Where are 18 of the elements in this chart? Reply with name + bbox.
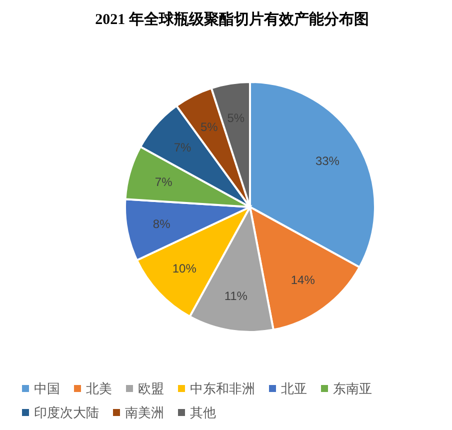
data-label: 11% (224, 288, 248, 303)
legend-label: 北美 (86, 381, 112, 396)
data-label: 14% (290, 272, 316, 287)
data-label: 7% (154, 174, 173, 189)
legend-label: 南美洲 (125, 405, 164, 420)
data-label: 8% (152, 216, 171, 231)
legend-label: 中东和非洲 (190, 381, 255, 396)
chart-title: 2021 年全球瓶级聚酯切片有效产能分布图 (95, 11, 369, 28)
legend-label: 欧盟 (138, 381, 164, 396)
data-label: 7% (174, 140, 192, 154)
legend-label: 中国 (34, 381, 60, 396)
legend-label: 北亚 (281, 381, 307, 396)
legend-label: 其他 (190, 405, 216, 420)
legend-label: 东南亚 (333, 381, 372, 396)
data-label: 33% (315, 154, 340, 168)
data-label: 10% (172, 262, 197, 276)
data-label: 5% (200, 120, 218, 134)
legend-label: 印度次大陆 (34, 405, 99, 420)
